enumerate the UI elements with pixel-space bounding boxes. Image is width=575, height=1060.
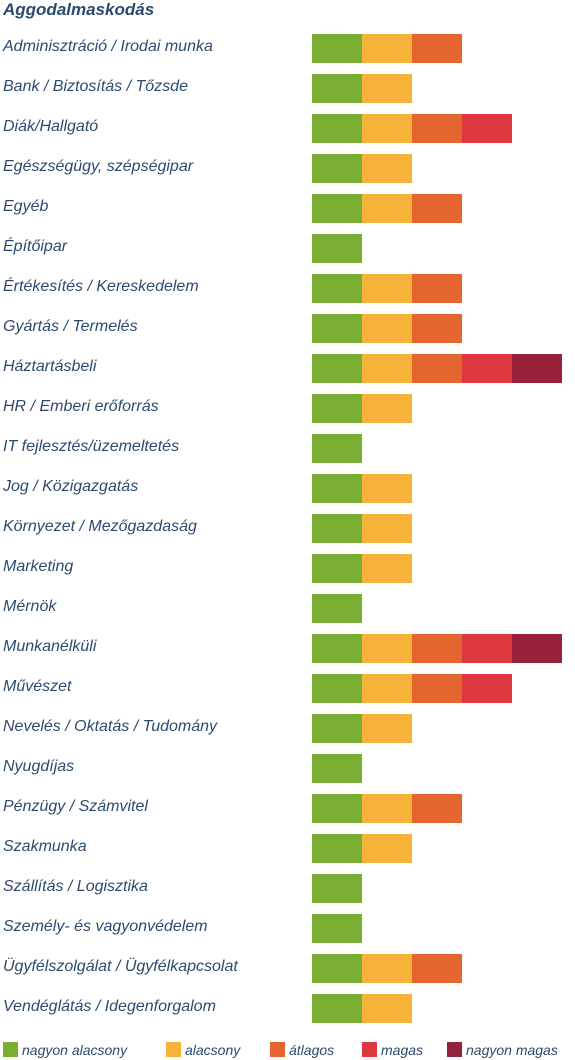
category-label: Értékesítés / Kereskedelem bbox=[3, 278, 199, 295]
bar-segment bbox=[312, 74, 362, 103]
bar-segment bbox=[412, 194, 462, 223]
legend-label: nagyon magas bbox=[466, 1042, 558, 1058]
category-label: Nevelés / Oktatás / Tudomány bbox=[3, 718, 218, 735]
bar-segment bbox=[312, 874, 362, 903]
bar-segment bbox=[412, 634, 462, 663]
category-label: Adminisztráció / Irodai munka bbox=[3, 38, 213, 55]
category-label: Diák/Hallgató bbox=[3, 118, 99, 135]
bar-segment bbox=[512, 354, 562, 383]
category-label: Építőipar bbox=[3, 238, 68, 255]
category-label: Nyugdíjas bbox=[3, 758, 75, 775]
category-label: Egyéb bbox=[3, 198, 49, 215]
category-label: HR / Emberi erőforrás bbox=[3, 398, 159, 415]
bar-segment bbox=[362, 554, 412, 583]
bar-segment bbox=[412, 354, 462, 383]
bar-segment bbox=[462, 114, 512, 143]
chart-title: Aggodalmaskodás bbox=[3, 0, 155, 19]
legend-swatch bbox=[362, 1042, 377, 1057]
bar-segment bbox=[362, 114, 412, 143]
bar-segment bbox=[362, 274, 412, 303]
bar-segment bbox=[312, 394, 362, 423]
category-label: Művészet bbox=[3, 678, 72, 695]
bar-segment bbox=[362, 394, 412, 423]
bar-segment bbox=[312, 154, 362, 183]
category-label: Jog / Közigazgatás bbox=[3, 478, 139, 495]
bar-segment bbox=[312, 794, 362, 823]
bar-segment bbox=[312, 714, 362, 743]
bar-segment bbox=[312, 474, 362, 503]
bar-segment bbox=[312, 194, 362, 223]
category-label: Személy- és vagyonvédelem bbox=[3, 918, 208, 935]
bar-segment bbox=[362, 954, 412, 983]
bar-segment bbox=[312, 754, 362, 783]
category-label: Környezet / Mezőgazdaság bbox=[3, 518, 197, 535]
bar-segment bbox=[412, 314, 462, 343]
bar-segment bbox=[362, 834, 412, 863]
bar-segment bbox=[462, 634, 512, 663]
category-label: Mérnök bbox=[3, 598, 57, 615]
bar-segment bbox=[312, 834, 362, 863]
bar-segment bbox=[362, 474, 412, 503]
bar-segment bbox=[412, 674, 462, 703]
legend-label: nagyon alacsony bbox=[22, 1042, 128, 1058]
bar-segment bbox=[312, 914, 362, 943]
legend-label: átlagos bbox=[289, 1042, 335, 1058]
category-label: Háztartásbeli bbox=[3, 358, 97, 375]
bar-segment bbox=[362, 354, 412, 383]
bar-segment bbox=[312, 34, 362, 63]
bar-segment bbox=[312, 994, 362, 1023]
bar-segment bbox=[312, 514, 362, 543]
bar-segment bbox=[362, 634, 412, 663]
category-label: IT fejlesztés/üzemeltetés bbox=[3, 438, 180, 455]
bar-segment bbox=[362, 314, 412, 343]
bar-segment bbox=[362, 74, 412, 103]
legend-swatch bbox=[270, 1042, 285, 1057]
category-label: Marketing bbox=[3, 558, 74, 575]
legend-swatch bbox=[3, 1042, 18, 1057]
bar-segment bbox=[362, 674, 412, 703]
bar-segment bbox=[462, 354, 512, 383]
bar-segment bbox=[312, 434, 362, 463]
bar-segment bbox=[412, 274, 462, 303]
legend-label: magas bbox=[381, 1042, 424, 1058]
bar-segment bbox=[312, 674, 362, 703]
bar-segment bbox=[362, 514, 412, 543]
bar-segment bbox=[312, 634, 362, 663]
bar-segment bbox=[412, 114, 462, 143]
category-label: Ügyfélszolgálat / Ügyfélkapcsolat bbox=[3, 958, 238, 975]
category-label: Vendéglátás / Idegenforgalom bbox=[3, 998, 216, 1015]
bar-segment bbox=[312, 314, 362, 343]
category-label: Szakmunka bbox=[3, 838, 87, 855]
bar-segment bbox=[412, 794, 462, 823]
bar-segment bbox=[312, 554, 362, 583]
bar-segment bbox=[312, 354, 362, 383]
bar-segment bbox=[512, 634, 562, 663]
bar-segment bbox=[362, 994, 412, 1023]
category-label: Pénzügy / Számvitel bbox=[3, 798, 148, 815]
bar-segment bbox=[312, 954, 362, 983]
legend-swatch bbox=[166, 1042, 181, 1057]
legend-swatch bbox=[447, 1042, 462, 1057]
bar-segment bbox=[462, 674, 512, 703]
category-label: Egészségügy, szépségipar bbox=[3, 158, 194, 175]
category-label: Szállítás / Logisztika bbox=[3, 878, 148, 895]
bar-segment bbox=[362, 34, 412, 63]
bar-segment bbox=[412, 954, 462, 983]
bar-segment bbox=[312, 274, 362, 303]
bar-segment bbox=[362, 714, 412, 743]
category-label: Bank / Biztosítás / Tőzsde bbox=[3, 78, 188, 95]
bar-segment bbox=[362, 154, 412, 183]
category-label: Munkanélküli bbox=[3, 638, 97, 655]
bar-segment bbox=[312, 114, 362, 143]
bar-segment bbox=[362, 194, 412, 223]
category-label: Gyártás / Termelés bbox=[3, 318, 138, 335]
bar-segment bbox=[312, 594, 362, 623]
bar-segment bbox=[312, 234, 362, 263]
legend-label: alacsony bbox=[185, 1042, 241, 1058]
bar-segment bbox=[412, 34, 462, 63]
bar-segment bbox=[362, 794, 412, 823]
